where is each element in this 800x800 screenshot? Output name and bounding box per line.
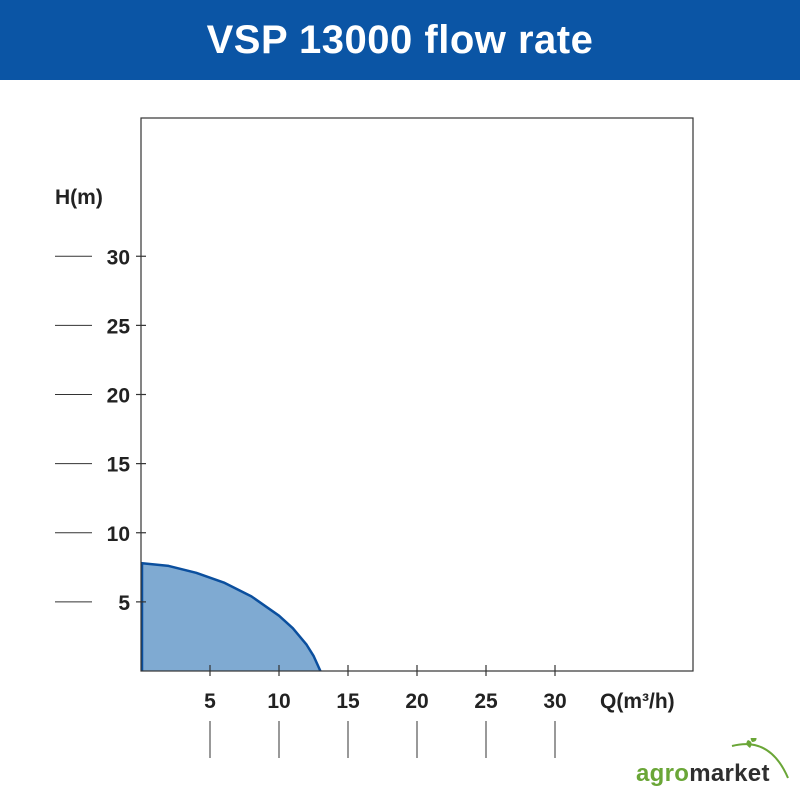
brand-logo: agromarket [636,760,770,788]
y-tick-label: 30 [107,246,130,269]
y-tick-label: 20 [107,385,130,408]
x-tick-label: 5 [204,690,216,713]
y-tick-label: 10 [107,523,130,546]
x-tick-label: 30 [543,690,566,713]
y-tick-label: 25 [107,315,131,338]
y-axis-label: H(m) [55,186,103,209]
x-tick-label: 25 [474,690,498,713]
y-tick-label: 15 [107,454,131,477]
header-bar: VSP 13000 flow rate [0,0,800,80]
leaf-icon [731,738,789,779]
page-title: VSP 13000 flow rate [206,17,594,62]
brand-logo-market: market [689,760,770,787]
series-area [141,563,321,671]
flow-rate-chart: 5 10 15 20 25 30 5 10 15 20 25 30 H(m) Q(m³/h) [55,117,694,758]
y-tick-label: 5 [118,592,130,615]
x-tick-label: 15 [336,690,360,713]
x-axis-label: Q(m³/h) [600,690,675,713]
brand-logo-agro: agro [636,760,690,787]
series-line [140,561,322,672]
x-tick-label: 20 [405,690,428,713]
x-tick-label: 10 [267,690,290,713]
